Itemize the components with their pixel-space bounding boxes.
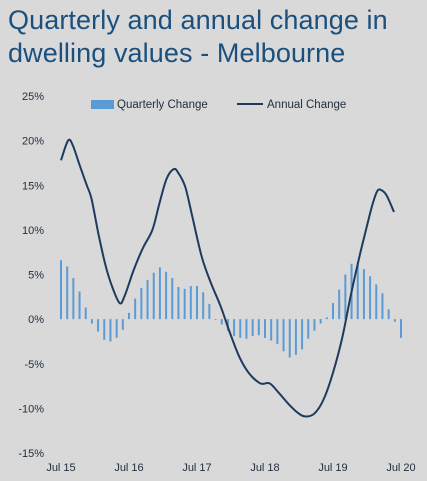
quarterly-bar [121, 319, 124, 330]
y-tick-label: -10% [18, 403, 44, 415]
quarterly-bar [60, 260, 62, 320]
quarterly-bar [264, 319, 266, 338]
quarterly-bar [393, 319, 396, 322]
quarterly-bar [233, 319, 236, 337]
quarterly-bar [97, 319, 100, 332]
annual-change-line [60, 138, 395, 418]
quarterly-bar [301, 319, 304, 350]
quarterly-bar [152, 272, 155, 320]
quarterly-bar [251, 319, 254, 337]
y-tick-label: 0% [28, 314, 44, 326]
quarterly-bar [134, 298, 137, 320]
quarterly-bar [84, 307, 87, 320]
quarterly-bar [288, 319, 291, 358]
quarterly-bar [344, 274, 347, 320]
quarterly-bar [177, 287, 180, 320]
quarterly-bar [332, 303, 334, 320]
x-tick-label: Jul 15 [46, 462, 75, 474]
quarterly-bar [375, 284, 378, 320]
y-tick-label: -15% [18, 448, 44, 460]
quarterly-bar [276, 319, 279, 345]
y-tick-label: 15% [22, 180, 44, 192]
quarterly-bar [189, 286, 192, 320]
y-tick-label: 20% [22, 136, 44, 148]
quarterly-bar [313, 319, 316, 331]
quarterly-bar [387, 309, 390, 320]
quarterly-bar [66, 266, 69, 320]
legend-label-quarterly: Quarterly Change [117, 99, 208, 111]
quarterly-bar [239, 319, 242, 338]
quarterly-bar [90, 319, 93, 324]
quarterly-bar [282, 319, 285, 352]
y-tick-label: 5% [28, 270, 44, 282]
quarterly-bar [245, 319, 248, 339]
quarterly-bar [109, 319, 112, 342]
quarterly-bar [115, 319, 118, 338]
quarterly-bar [171, 278, 174, 320]
x-tick-label: Jul 17 [182, 462, 211, 474]
quarterly-bar [362, 269, 365, 320]
quarterly-bar [183, 288, 186, 320]
chart-title: Quarterly and annual change in dwelling … [8, 5, 388, 68]
quarterly-bar [146, 279, 149, 320]
quarterly-bar [158, 267, 161, 320]
quarterly-bar [257, 319, 260, 336]
quarterly-bar [325, 317, 328, 320]
quarterly-bar [381, 293, 384, 320]
x-tick-label: Jul 16 [114, 462, 143, 474]
quarterly-bar [220, 319, 223, 325]
quarterly-bar [214, 319, 217, 321]
quarterly-bar [128, 312, 130, 320]
quarterly-bar [369, 276, 372, 320]
quarterly-bar [319, 319, 322, 324]
quarterly-bar [270, 319, 273, 341]
quarterly-bar [78, 291, 81, 320]
quarterly-bar [400, 319, 402, 338]
quarterly-bar [196, 286, 198, 320]
quarterly-bar [103, 319, 106, 340]
quarterly-bar [72, 278, 75, 320]
quarterly-bar [338, 289, 341, 320]
legend-label-annual: Annual Change [267, 99, 346, 111]
quarterly-bar [140, 287, 143, 320]
quarterly-bar [202, 292, 205, 320]
x-tick-label: Jul 19 [318, 462, 347, 474]
x-tick-label: Jul 18 [250, 462, 279, 474]
quarterly-bar [208, 303, 211, 320]
y-tick-label: 25% [22, 91, 44, 103]
y-tick-label: -5% [24, 359, 44, 371]
legend-swatch-quarterly [91, 100, 114, 109]
quarterly-bar [165, 271, 168, 320]
y-tick-label: 10% [22, 225, 44, 237]
quarterly-bar [356, 262, 359, 320]
x-tick-label: Jul 20 [386, 462, 415, 474]
quarterly-bar [294, 319, 297, 355]
quarterly-bar [307, 319, 310, 339]
